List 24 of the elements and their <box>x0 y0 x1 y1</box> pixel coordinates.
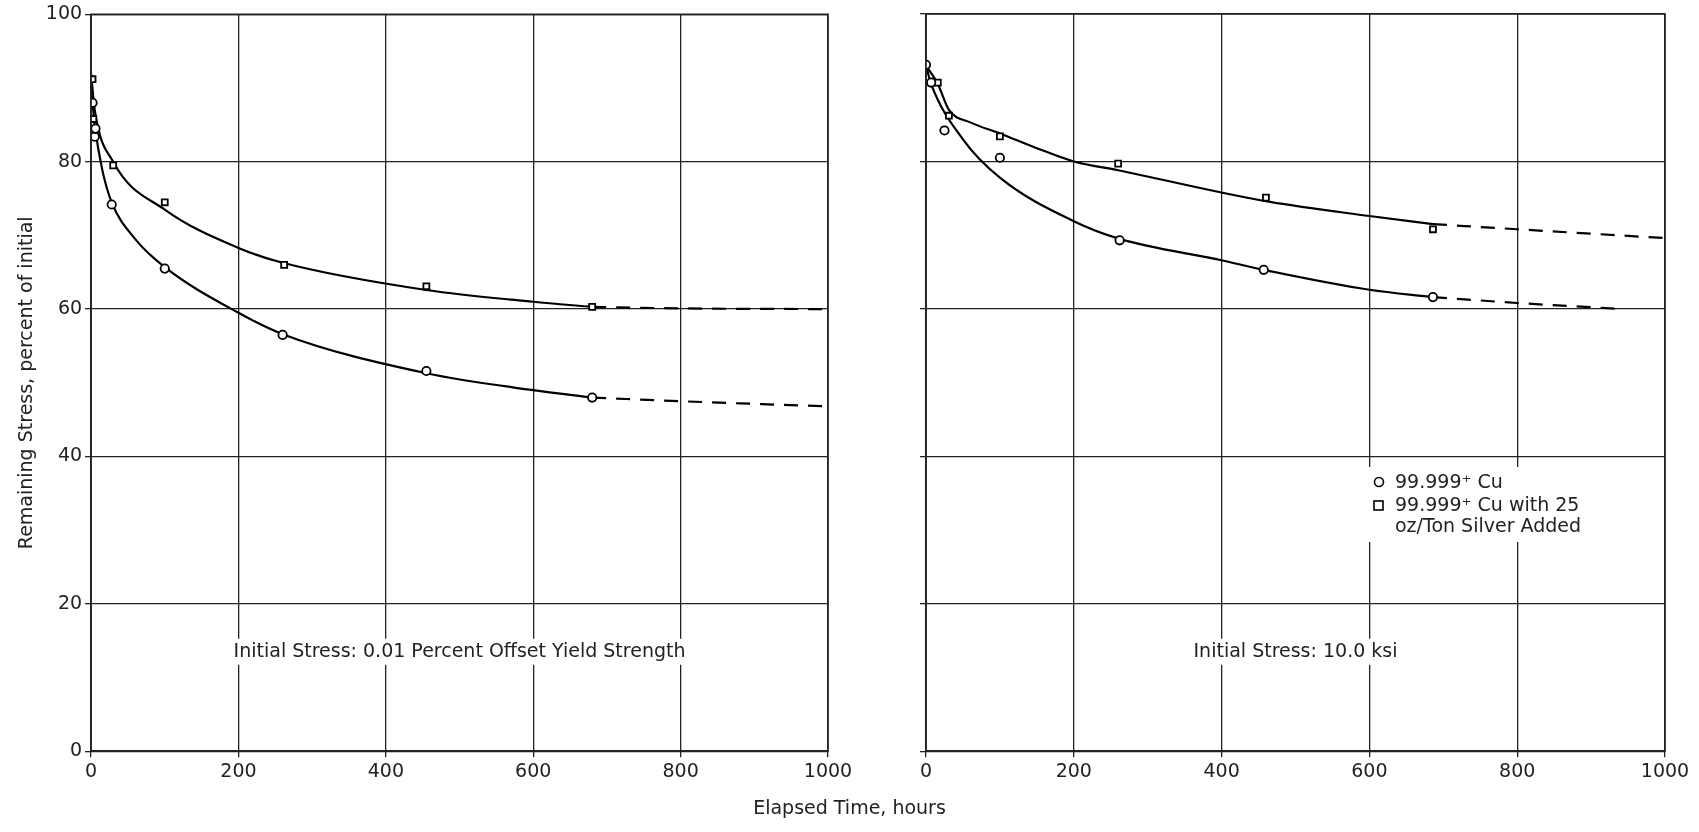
y-tick-label: 100 <box>45 1 83 24</box>
y-tick-label: 20 <box>57 590 83 613</box>
y-tick-label: 0 <box>69 738 83 761</box>
y-tick-label: 60 <box>57 296 83 319</box>
x-tick-label: 1000 <box>803 758 853 781</box>
x-tick-label: 1000 <box>1640 758 1690 781</box>
annotation: Initial Stress: 10.0 ksi <box>1193 638 1398 661</box>
y-tick-label: 80 <box>57 148 83 171</box>
legend-label: 99.999⁺ Cu with 25 oz/Ton Silver Added <box>1395 493 1583 537</box>
y-axis-title: Remaining Stress, percent of initial <box>14 216 37 550</box>
legend-label: 99.999⁺ Cu <box>1395 470 1503 493</box>
y-tick-label: 40 <box>57 443 83 466</box>
x-tick-label: 200 <box>220 758 257 781</box>
x-tick-label: 400 <box>1203 758 1240 781</box>
x-tick-label: 800 <box>662 758 699 781</box>
x-tick-label: 600 <box>1351 758 1388 781</box>
x-axis-title: Elapsed Time, hours <box>752 796 947 818</box>
annotation: Initial Stress: 0.01 Percent Offset Yield Strength <box>233 638 686 661</box>
x-tick-label: 400 <box>367 758 404 781</box>
x-tick-label: 0 <box>919 758 933 781</box>
x-tick-label: 600 <box>515 758 552 781</box>
x-tick-label: 800 <box>1499 758 1536 781</box>
x-tick-label: 0 <box>85 758 98 781</box>
x-tick-label: 200 <box>1055 758 1092 781</box>
